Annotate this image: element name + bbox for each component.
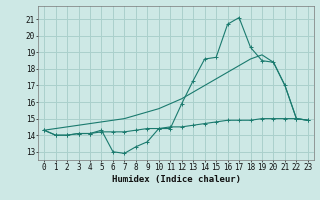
X-axis label: Humidex (Indice chaleur): Humidex (Indice chaleur) — [111, 175, 241, 184]
